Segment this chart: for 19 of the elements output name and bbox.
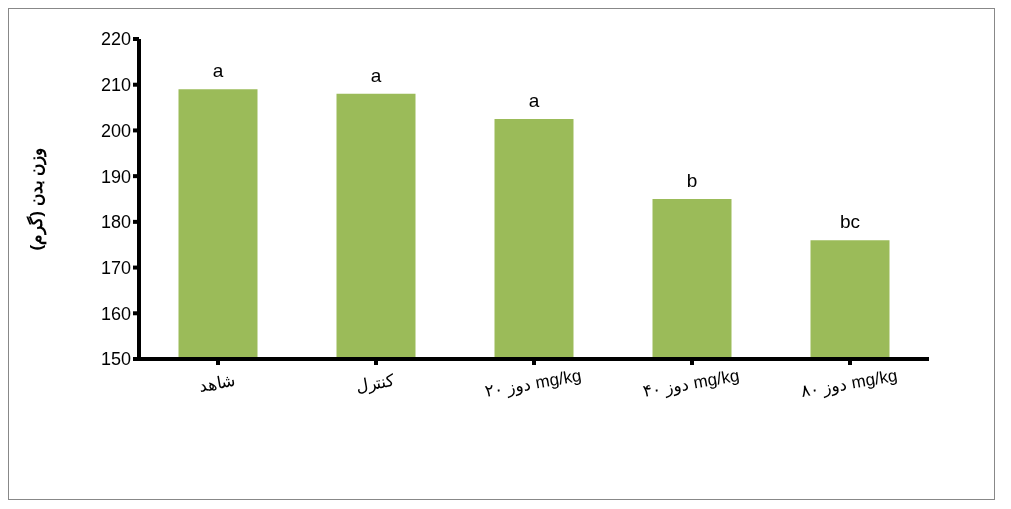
x-tick-label: دوز ۴۰ mg/kg [641,365,742,403]
y-tick-label: 220 [100,29,131,50]
y-tick-label: 200 [100,120,131,141]
y-tick-label: 180 [100,212,131,233]
x-tick-label: کنترل [354,370,398,398]
y-tick-label: 170 [100,257,131,278]
y-tick-label: 160 [100,303,131,324]
annotation: bc [839,211,861,233]
y-tick-label: 210 [100,75,131,96]
y-tick-label: 150 [100,349,131,370]
y-axis-title: وزن بدن (گرم) [26,147,48,251]
annotation: a [528,90,540,111]
x-tick-label: شاهد [197,371,237,397]
x-tick-label: دوز ۲۰ mg/kg [483,365,584,403]
y-tick-label: 190 [100,166,131,187]
annotation: b [686,170,698,191]
annotation: a [212,60,224,82]
annotation: a [370,64,382,86]
x-tick-label: دوز ۸۰ mg/kg [799,365,900,403]
